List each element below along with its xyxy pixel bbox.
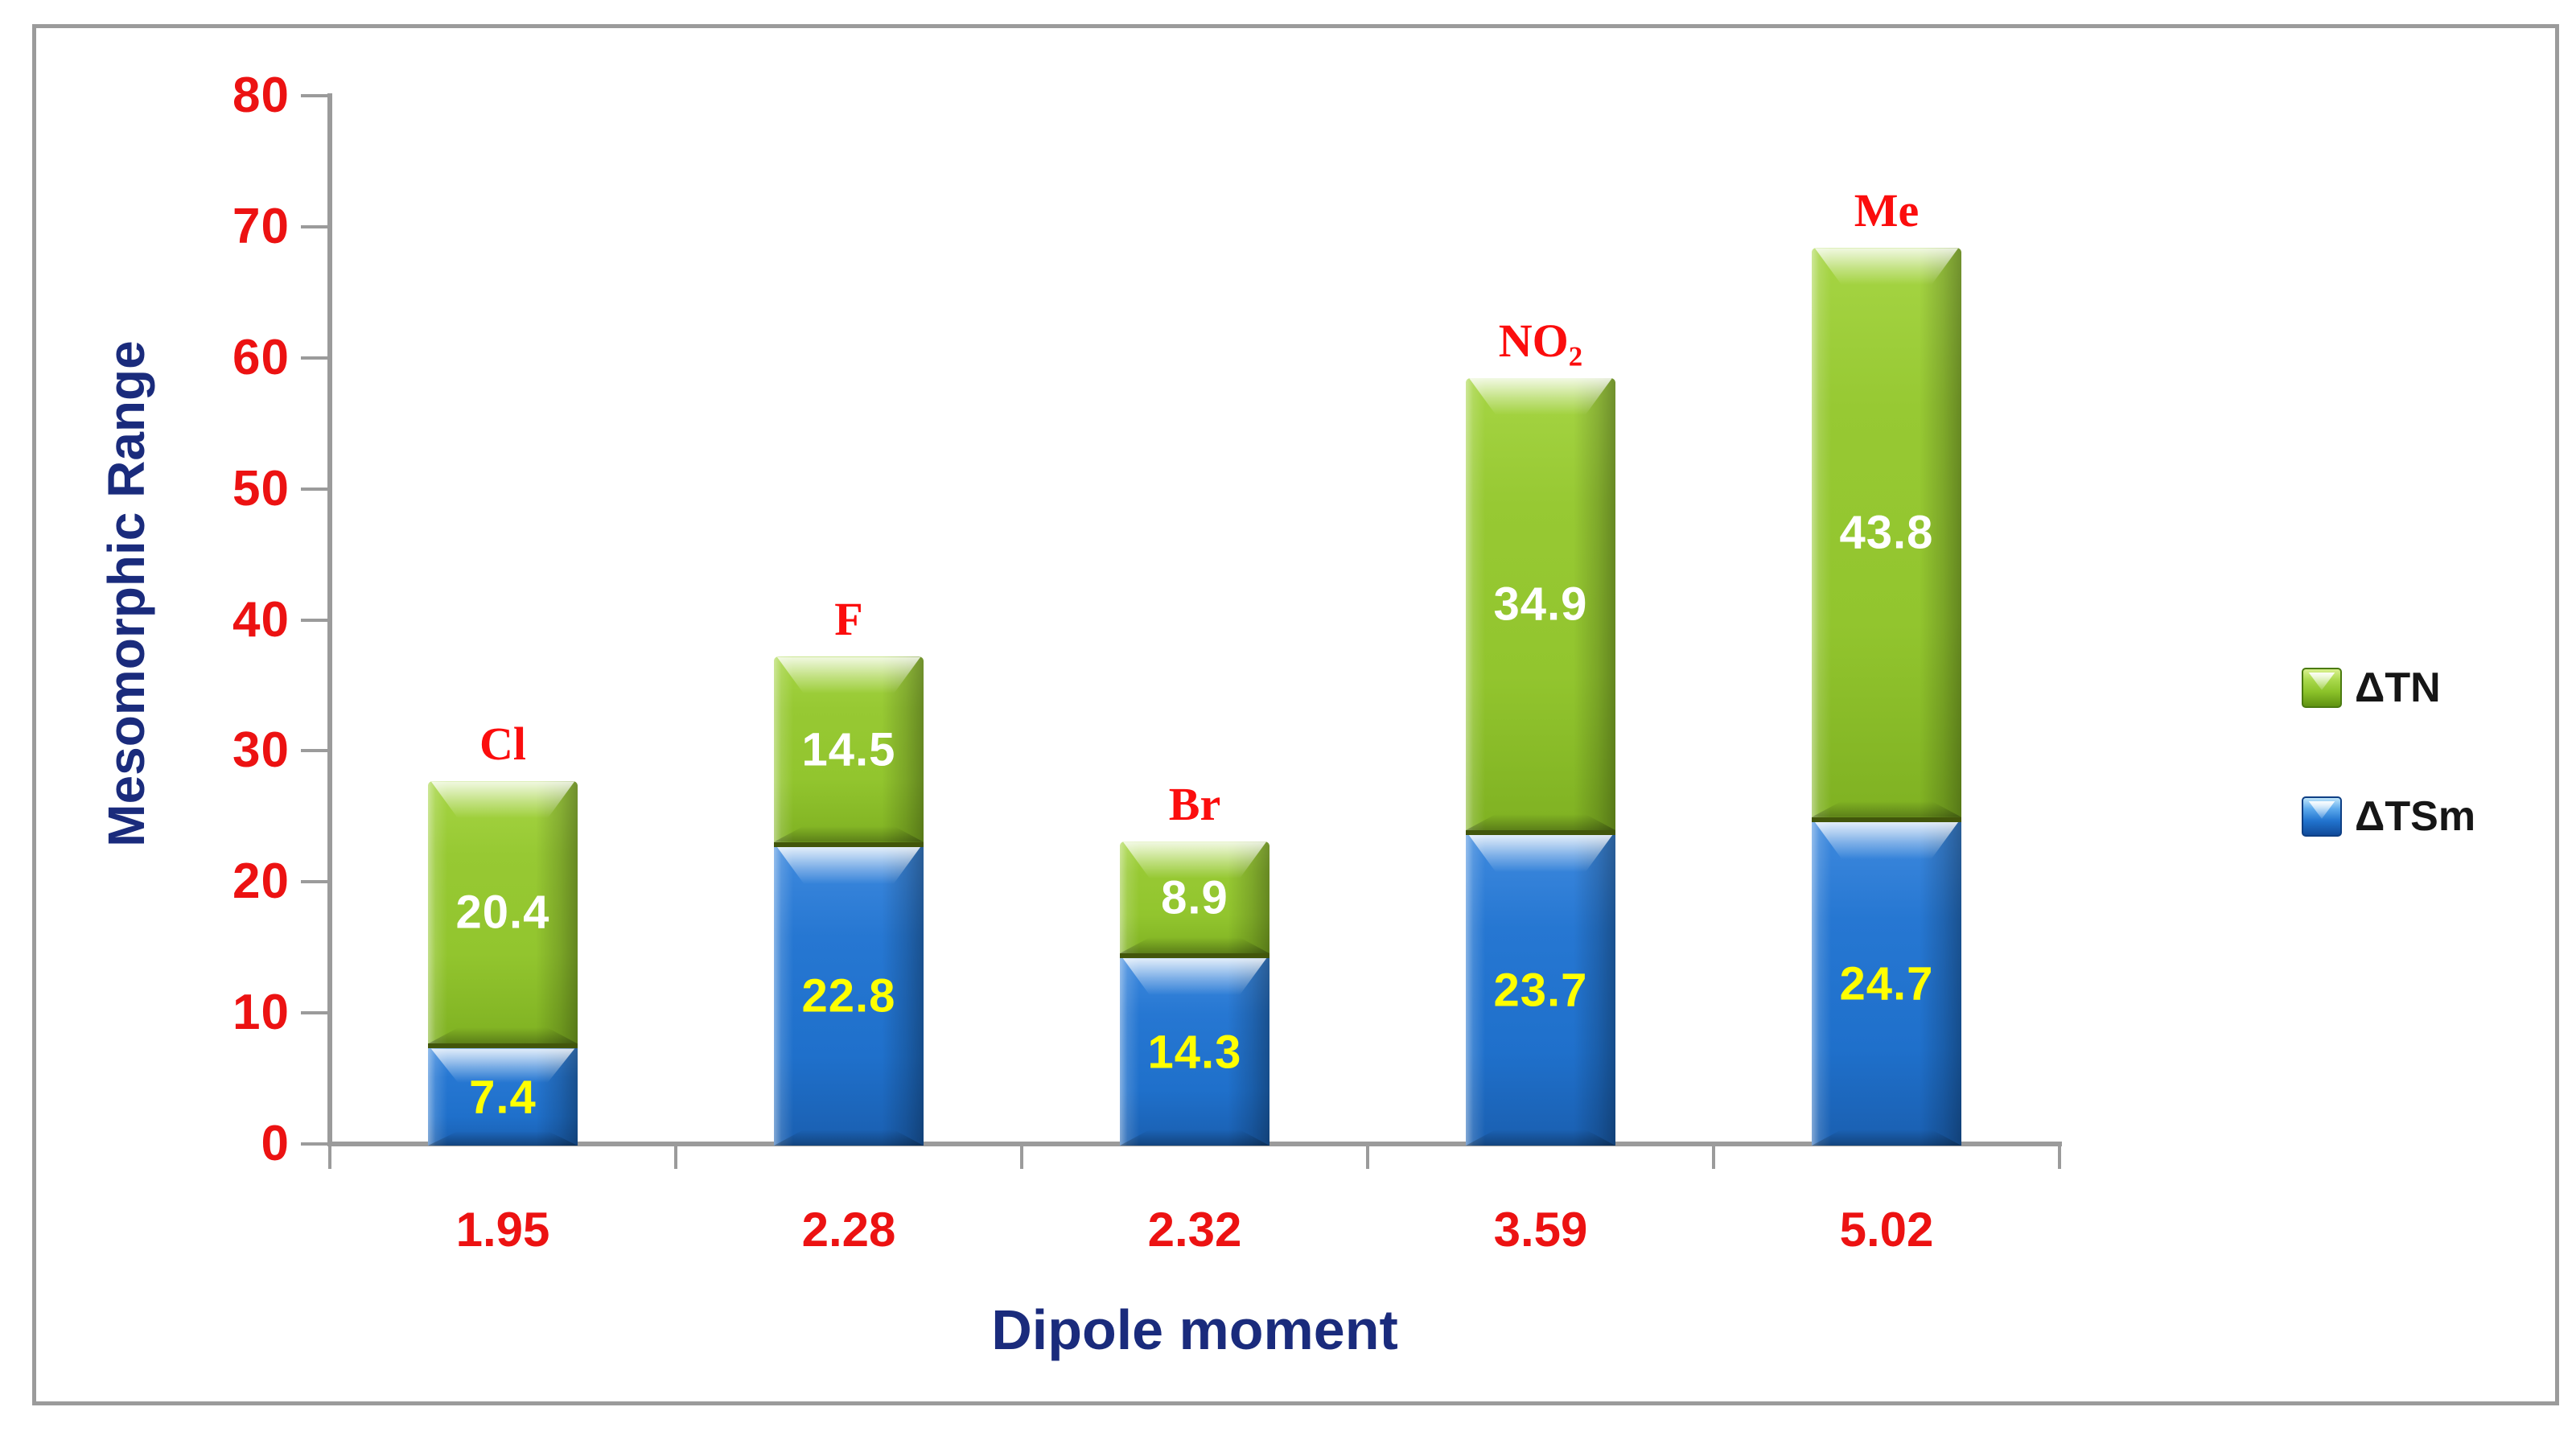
bar-bottom-bevel <box>1812 800 1961 817</box>
y-tick <box>301 1011 330 1015</box>
bar-gloss-cap <box>430 781 575 819</box>
bar-gloss-cap <box>776 846 921 884</box>
bar-bottom-bevel <box>1466 813 1615 830</box>
bar-bottom-bevel <box>428 1027 578 1044</box>
plot-area: 0 10 20 30 40 50 60 70 80 7.4 20.4 Cl 1.95 22.8 14.5 F 2… <box>36 28 2555 1401</box>
bar-bottom-bevel <box>1120 1129 1269 1146</box>
x-category-label: 2.28 <box>801 1203 896 1257</box>
bar-top-label: Br <box>1168 778 1221 831</box>
bar-value-label: 24.7 <box>1839 957 1934 1010</box>
y-axis-title: Mesomorphic Range <box>97 340 155 847</box>
x-tick <box>2058 1146 2061 1169</box>
x-tick <box>1712 1146 1715 1169</box>
bar-gloss-cap <box>430 1048 575 1083</box>
x-tick <box>328 1146 331 1169</box>
bar-segment-dtn: 43.8 <box>1812 248 1961 822</box>
y-tick <box>301 749 330 753</box>
chart-frame: 0 10 20 30 40 50 60 70 80 7.4 20.4 Cl 1.95 22.8 14.5 F 2… <box>32 24 2559 1405</box>
y-tick-label: 0 <box>261 1116 290 1171</box>
bar-gloss-cap <box>776 656 921 694</box>
y-tick-label: 40 <box>232 591 290 648</box>
bar-bottom-bevel <box>774 1129 924 1146</box>
bar-segment-dtn: 20.4 <box>428 781 578 1049</box>
x-category-label: 1.95 <box>455 1203 550 1257</box>
bar-segment-dtsm: 22.8 <box>774 846 924 1146</box>
bar-value-label: 34.9 <box>1493 578 1588 631</box>
bar-bottom-bevel <box>1812 1129 1961 1146</box>
bar-value-label: 14.3 <box>1147 1026 1242 1079</box>
bar-segment-dtsm: 23.7 <box>1466 834 1615 1146</box>
y-tick-label: 30 <box>232 722 290 779</box>
x-category-label: 3.59 <box>1493 1203 1588 1257</box>
bar-bottom-bevel <box>428 1130 578 1146</box>
bar-gloss-edge <box>1466 834 1615 1146</box>
y-tick-label: 80 <box>232 68 290 123</box>
y-tick <box>301 224 330 228</box>
bar-gloss-cap <box>1468 377 1613 415</box>
x-tick <box>1020 1146 1023 1169</box>
legend-swatch-green <box>2302 668 2342 708</box>
bar-segment-dtn: 34.9 <box>1466 377 1615 835</box>
bar-segment-dtsm: 14.3 <box>1120 958 1269 1146</box>
legend-swatch-blue <box>2302 796 2342 837</box>
bar-gloss-edge <box>1812 821 1961 1146</box>
bar-top-label: NO₂ <box>1498 314 1583 367</box>
x-category-label: 2.32 <box>1147 1203 1242 1257</box>
bar-segment-dtsm: 7.4 <box>428 1048 578 1146</box>
bar-value-label: 22.8 <box>801 969 896 1022</box>
bar-gloss-edge <box>1466 377 1615 830</box>
bar-gloss-cap <box>1814 248 1959 286</box>
y-tick-label: 60 <box>232 329 290 385</box>
legend-item: ΔTN <box>2302 665 2475 710</box>
y-tick-label: 20 <box>232 854 290 910</box>
bar-value-label: 43.8 <box>1839 506 1934 559</box>
bar-gloss-cap <box>1468 834 1613 872</box>
y-tick-label: 70 <box>232 198 290 254</box>
y-tick <box>301 1142 330 1146</box>
bar-value-label: 8.9 <box>1161 871 1228 924</box>
x-category-label: 5.02 <box>1839 1203 1934 1257</box>
bar-bottom-bevel <box>774 825 924 842</box>
bar-top-label: F <box>834 593 863 646</box>
x-tick <box>1366 1146 1369 1169</box>
y-tick-label: 10 <box>232 985 290 1041</box>
y-axis-line <box>327 93 332 1146</box>
y-tick-label: 50 <box>232 460 290 516</box>
bar-bottom-bevel <box>1120 937 1269 954</box>
legend-label: ΔTSm <box>2355 793 2476 840</box>
legend-label: ΔTN <box>2355 664 2441 711</box>
x-axis-title: Dipole moment <box>991 1298 1398 1361</box>
y-tick <box>301 356 330 360</box>
bar-gloss-edge <box>428 781 578 1044</box>
bar-value-label: 7.4 <box>469 1071 537 1124</box>
y-tick <box>301 618 330 622</box>
bar-value-label: 14.5 <box>801 723 896 776</box>
bar-value-label: 20.4 <box>455 886 550 939</box>
y-tick <box>301 487 330 491</box>
bar-segment-dtn: 8.9 <box>1120 841 1269 959</box>
y-tick <box>301 880 330 884</box>
bar-bottom-bevel <box>1466 1129 1615 1146</box>
bar-gloss-edge <box>1812 248 1961 817</box>
bar-segment-dtn: 14.5 <box>774 656 924 847</box>
x-tick <box>674 1146 677 1169</box>
bar-segment-dtsm: 24.7 <box>1812 821 1961 1146</box>
bar-gloss-cap <box>1122 841 1267 879</box>
bar-gloss-cap <box>1814 821 1959 859</box>
bar-gloss-edge <box>774 846 924 1146</box>
bar-gloss-cap <box>1122 958 1267 996</box>
legend-item: ΔTSm <box>2302 794 2475 839</box>
legend: ΔTN ΔTSm <box>2302 665 2475 839</box>
y-tick <box>301 94 330 97</box>
bar-value-label: 23.7 <box>1493 964 1588 1017</box>
bar-top-label: Me <box>1854 184 1920 237</box>
bar-top-label: Cl <box>479 718 526 771</box>
